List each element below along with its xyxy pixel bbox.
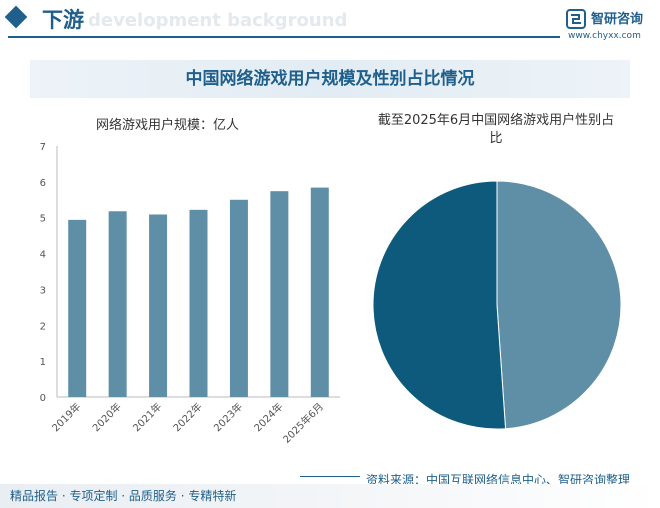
source-note: 资料来源：中国互联网络信息中心、智研咨询整理 xyxy=(366,473,631,487)
y-tick-label: 3 xyxy=(40,285,46,296)
source-divider xyxy=(300,476,360,477)
bar xyxy=(68,219,87,397)
header-divider xyxy=(8,36,560,38)
brand-logo-icon xyxy=(566,9,586,29)
y-tick-label: 0 xyxy=(40,393,46,404)
bar xyxy=(310,187,329,397)
y-tick-label: 1 xyxy=(40,357,46,368)
y-tick-label: 4 xyxy=(40,250,46,261)
bar xyxy=(149,214,168,397)
header-background-text: development background xyxy=(88,10,348,31)
y-tick-label: 5 xyxy=(40,214,46,225)
pie-chart-subtitle: 截至2025年6月中国网络游戏用户性别占比 xyxy=(377,113,615,146)
pie-slice xyxy=(496,180,622,430)
bar-chart-subtitle: 网络游戏用户规模：亿人 xyxy=(96,118,240,133)
y-tick-label: 7 xyxy=(40,142,46,153)
bar xyxy=(270,191,289,397)
page-title: 中国网络游戏用户规模及性别占比情况 xyxy=(185,69,475,89)
bar xyxy=(229,199,248,397)
title-banner xyxy=(30,60,630,98)
footer-slogan: 精品报告 · 专项定制 · 品质服务 · 专精特新 xyxy=(10,489,237,503)
y-tick-label: 2 xyxy=(40,321,46,332)
brand-name: 智研咨询 xyxy=(591,12,644,27)
section-title: 下游 xyxy=(42,8,84,32)
y-tick-label: 6 xyxy=(40,178,46,189)
bar xyxy=(189,209,208,397)
footer-bar xyxy=(0,484,660,508)
pie-slice xyxy=(372,180,507,430)
bar xyxy=(108,211,127,397)
brand-url[interactable]: www.chyxx.com xyxy=(568,31,641,41)
